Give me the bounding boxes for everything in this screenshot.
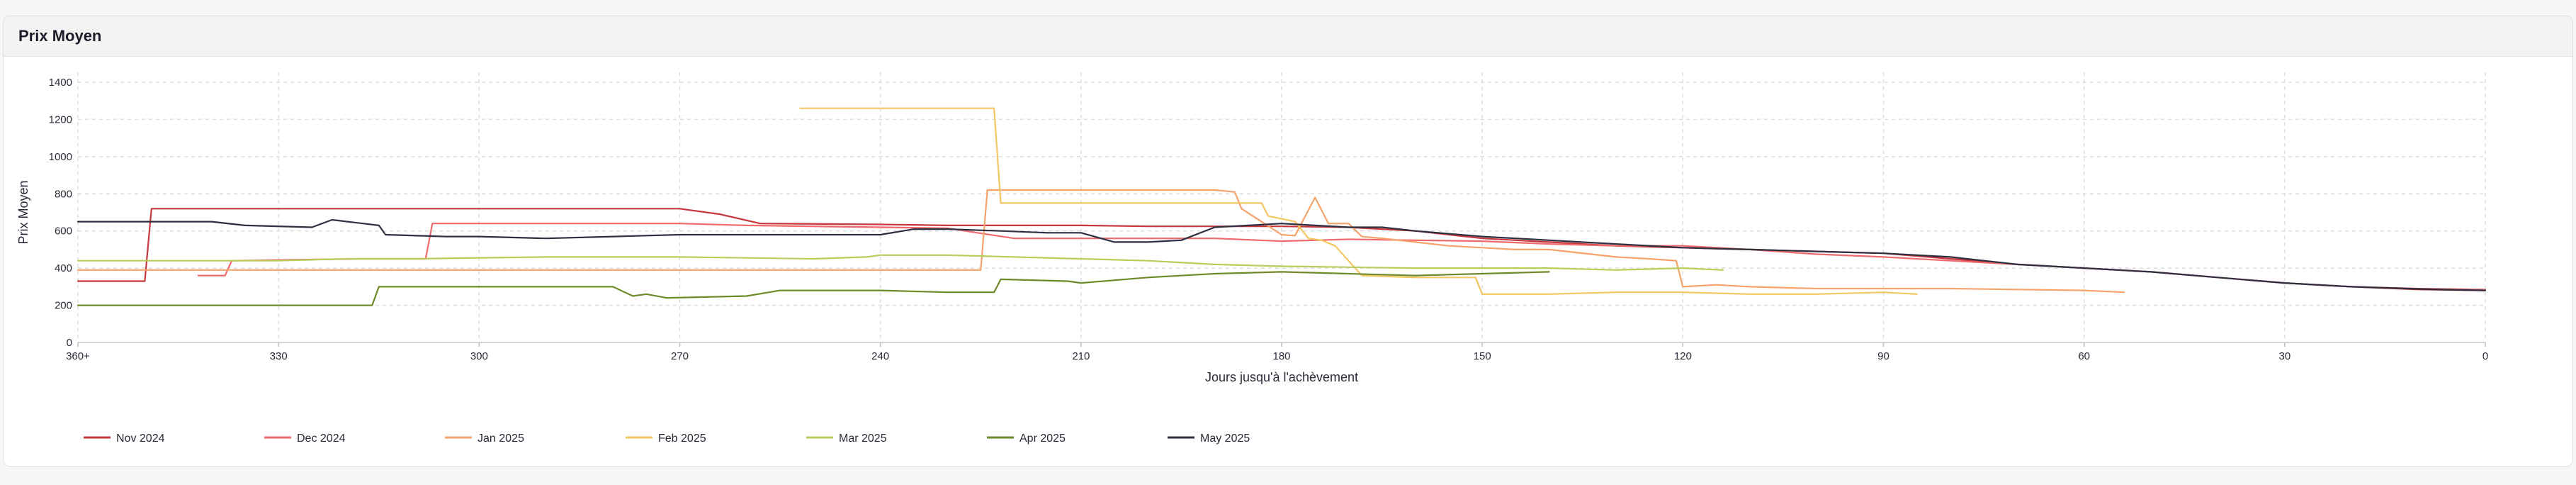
- y-tick-label: 200: [55, 300, 72, 312]
- x-tick-label: 330: [270, 350, 288, 362]
- x-tick-label: 270: [671, 350, 689, 362]
- series-line: [77, 189, 2125, 294]
- legend-label: Dec 2024: [297, 433, 346, 445]
- y-tick-label: 400: [55, 262, 72, 274]
- card-title: Prix Moyen: [18, 27, 102, 45]
- y-tick-label: 0: [67, 337, 72, 349]
- y-tick-label: 800: [55, 188, 72, 200]
- x-tick-label: 240: [871, 350, 889, 362]
- x-tick-label: 120: [1674, 350, 1692, 362]
- series-line: [77, 218, 2487, 291]
- x-tick-label: 210: [1072, 350, 1090, 362]
- card-header: Prix Moyen: [4, 16, 2572, 57]
- legend-label: Apr 2025: [1019, 433, 1066, 445]
- y-tick-label: 1200: [49, 113, 72, 126]
- x-tick-label: 0: [2482, 350, 2488, 362]
- series-line: [799, 107, 1918, 295]
- legend-label: Mar 2025: [839, 433, 887, 445]
- x-axis-title: Jours jusqu'à l'achèvement: [1205, 370, 1358, 384]
- series-line: [77, 254, 1724, 271]
- x-tick-label: 30: [2278, 350, 2290, 362]
- x-tick-label: 300: [470, 350, 488, 362]
- legend-label: Jan 2025: [478, 433, 524, 445]
- y-tick-label: 1400: [49, 77, 72, 89]
- x-tick-label: 90: [1877, 350, 1889, 362]
- x-tick-label: 360+: [66, 350, 90, 362]
- x-tick-label: 180: [1272, 350, 1290, 362]
- legend-label: Feb 2025: [658, 433, 706, 445]
- y-tick-label: 600: [55, 225, 72, 238]
- series-line: [77, 271, 1550, 306]
- y-tick-label: 1000: [49, 151, 72, 163]
- legend-label: Nov 2024: [116, 433, 165, 445]
- chart-card: Prix Moyen: [3, 16, 2573, 467]
- legend-label: May 2025: [1200, 433, 1250, 445]
- x-tick-label: 60: [2078, 350, 2090, 362]
- y-axis-title: Prix Moyen: [16, 180, 30, 244]
- x-tick-label: 150: [1474, 350, 1491, 362]
